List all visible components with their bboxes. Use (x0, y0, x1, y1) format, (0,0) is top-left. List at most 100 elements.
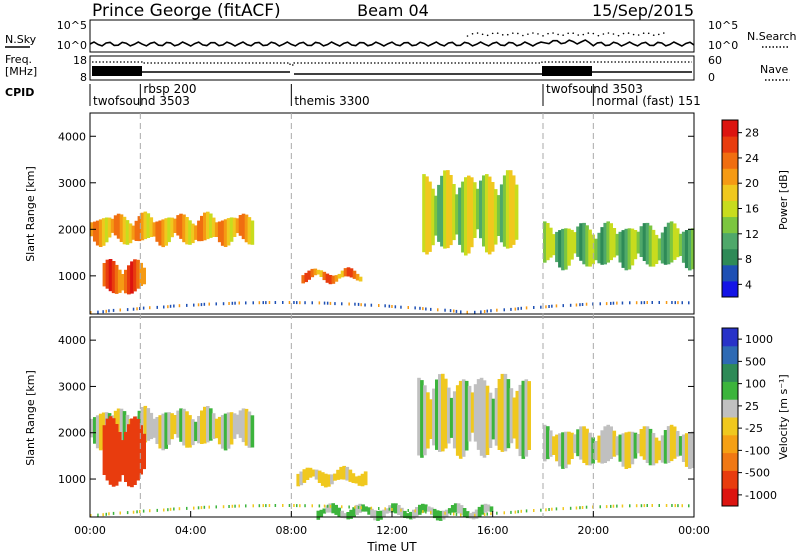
heatmap-cell (90, 514, 92, 517)
heatmap-cell (615, 436, 620, 456)
heatmap-cell (490, 309, 492, 313)
colorbar-swatch (722, 264, 738, 282)
heatmap-cell (232, 413, 237, 439)
heatmap-cell (360, 506, 362, 510)
heatmap-cell (364, 303, 366, 307)
heatmap-cell (491, 398, 496, 440)
heatmap-cell (247, 217, 252, 245)
heatmap-cell (425, 510, 427, 514)
noise-left-tick-top: 10^5 (57, 19, 87, 32)
noise-search-point (522, 34, 524, 37)
heatmap-cell (234, 301, 236, 305)
heatmap-cell (515, 390, 520, 449)
heatmap-cell (585, 505, 588, 509)
heatmap-cell (506, 379, 511, 449)
heatmap-cell (606, 424, 610, 462)
heatmap-cell (419, 509, 421, 513)
heatmap-cell (116, 408, 121, 442)
heatmap-cell (570, 432, 574, 459)
heatmap-cell (108, 512, 110, 516)
heatmap-cell (323, 301, 326, 305)
heatmap-cell (349, 509, 353, 519)
noise-search-point (612, 33, 615, 35)
heatmap-cell (658, 504, 660, 507)
heatmap-cell (222, 302, 225, 306)
heatmap-cell (112, 511, 115, 515)
velocity-colorbar-swatches (722, 328, 738, 507)
heatmap-cell (319, 509, 324, 518)
heatmap-cell (569, 303, 572, 307)
noise-search-point (562, 34, 564, 36)
heatmap-cell (562, 304, 564, 308)
heatmap-cell (229, 217, 234, 242)
noise-search-point (567, 32, 569, 35)
cpid-mode-label: twofsound 3503 (93, 94, 190, 108)
heatmap-cell (384, 507, 386, 511)
heatmap-cell (214, 222, 219, 237)
heatmap-cell (101, 218, 106, 246)
heatmap-cell (394, 305, 397, 309)
heatmap-cell (238, 504, 240, 508)
heatmap-cell (429, 399, 433, 439)
heatmap-cell (430, 307, 432, 311)
heatmap-cell (524, 379, 529, 457)
heatmap-cell (357, 505, 360, 509)
heatmap-cell (107, 217, 112, 238)
heatmap-cell (333, 473, 337, 481)
heatmap-cell (152, 222, 157, 237)
heatmap-cell (546, 426, 550, 460)
heatmap-cell (93, 221, 97, 242)
heatmap-cell (618, 434, 623, 462)
heatmap-cell (633, 432, 638, 459)
heatmap-cell (373, 510, 377, 521)
noise-search-point (496, 32, 499, 34)
heatmap-cell (348, 469, 353, 482)
heatmap-cell (503, 373, 508, 452)
heatmap-cell (149, 412, 154, 440)
heatmap-cell (555, 304, 558, 308)
heatmap-cell (400, 507, 404, 517)
heatmap-cell (307, 270, 311, 280)
heatmap-cell (548, 305, 550, 308)
heatmap-cell (496, 511, 498, 515)
heatmap-cell (188, 220, 192, 245)
noise-search-point (537, 33, 539, 35)
heatmap-cell (296, 473, 301, 487)
heatmap-cell (575, 506, 578, 510)
x-tick-label: 04:00 (175, 524, 207, 537)
heatmap-cell (482, 380, 487, 458)
noise-search-point (657, 33, 660, 36)
heatmap-cell (331, 275, 336, 284)
heatmap-cell (449, 397, 454, 438)
heatmap-cell (573, 434, 577, 454)
heatmap-cell (582, 222, 586, 265)
heatmap-cell (164, 218, 168, 246)
heatmap-cell (323, 473, 328, 488)
heatmap-cell (471, 511, 476, 520)
heatmap-cell (340, 270, 345, 278)
heatmap-cell (509, 388, 514, 444)
noise-search-point (642, 32, 645, 35)
heatmap-cell (426, 392, 430, 449)
heatmap-cell (215, 505, 217, 509)
colorbar-tick-label: 16 (745, 203, 759, 216)
heatmap-cell (600, 430, 604, 464)
heatmap-cell (502, 175, 507, 247)
heatmap-cell (194, 421, 198, 442)
y-tick-label: 2000 (58, 427, 86, 440)
noise-search-point (597, 34, 600, 37)
heatmap-cell (378, 304, 380, 307)
heatmap-cell (477, 506, 482, 517)
colorbar-tick-label: 20 (745, 177, 759, 190)
x-tick-label: 20:00 (577, 524, 609, 537)
heatmap-cell (194, 225, 198, 240)
heatmap-cell (352, 270, 357, 279)
heatmap-cell (479, 180, 483, 239)
heatmap-cell (657, 440, 662, 461)
heatmap-cell (114, 424, 119, 486)
heatmap-cell (681, 504, 683, 508)
heatmap-cell (391, 508, 393, 511)
heatmap-cell (220, 220, 225, 246)
heatmap-cell (430, 507, 434, 515)
heatmap-cell (314, 469, 319, 480)
